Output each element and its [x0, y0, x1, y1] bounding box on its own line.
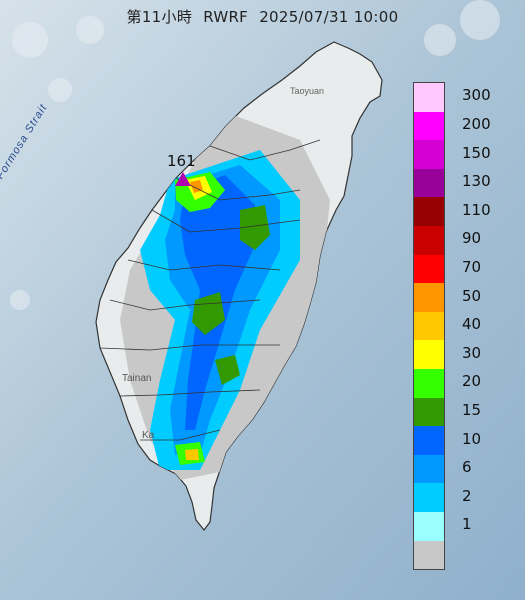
legend-swatch: [414, 540, 444, 570]
legend-label: 300: [462, 86, 491, 105]
max-rainfall-value: 161: [167, 152, 196, 170]
sea-texture: [10, 0, 500, 310]
label-kaohsiung: Ka: [142, 430, 155, 441]
legend-label: 15: [462, 400, 482, 419]
legend-label: 40: [462, 315, 482, 334]
legend-label: 70: [462, 257, 482, 276]
label-taoyuan: Taoyuan: [290, 86, 325, 96]
legend-label: 30: [462, 343, 482, 362]
legend-label: 90: [462, 229, 482, 248]
legend-swatch: [414, 483, 444, 512]
legend-swatch: [414, 311, 444, 341]
legend-swatch: [414, 140, 444, 169]
rainfall-legend: [413, 82, 445, 571]
legend-swatch: [414, 111, 444, 141]
legend-swatch: [414, 168, 444, 198]
label-tainan: Tainan: [122, 373, 152, 384]
legend-swatch: [414, 225, 444, 255]
legend-label: 6: [462, 458, 472, 477]
legend-swatch: [414, 397, 444, 427]
legend-swatch: [414, 511, 444, 541]
legend-label: 110: [462, 200, 491, 219]
legend-label: 150: [462, 143, 491, 162]
legend-swatch: [414, 340, 444, 369]
legend-label: 130: [462, 172, 491, 191]
title-datetime: 2025/07/31 10:00: [259, 8, 399, 26]
legend-swatch: [414, 254, 444, 284]
legend-label: 200: [462, 114, 491, 133]
legend-label: 50: [462, 286, 482, 305]
legend-label: 2: [462, 486, 472, 505]
legend-swatch: [414, 197, 444, 226]
title-hour: 第11小時: [126, 8, 193, 26]
legend-swatch: [414, 454, 444, 484]
legend-swatch: [414, 83, 444, 112]
legend-swatch: [414, 426, 444, 455]
map-title: 第11小時 RWRF 2025/07/31 10:00: [0, 6, 525, 27]
legend-label: 1: [462, 515, 472, 534]
county-boundaries: [99, 139, 321, 441]
legend-swatch: [414, 283, 444, 312]
title-model: RWRF: [203, 8, 249, 26]
legend-label: 10: [462, 429, 482, 448]
max-rainfall-marker-icon: [175, 172, 191, 186]
legend-label: 20: [462, 372, 482, 391]
legend-swatch: [414, 368, 444, 398]
